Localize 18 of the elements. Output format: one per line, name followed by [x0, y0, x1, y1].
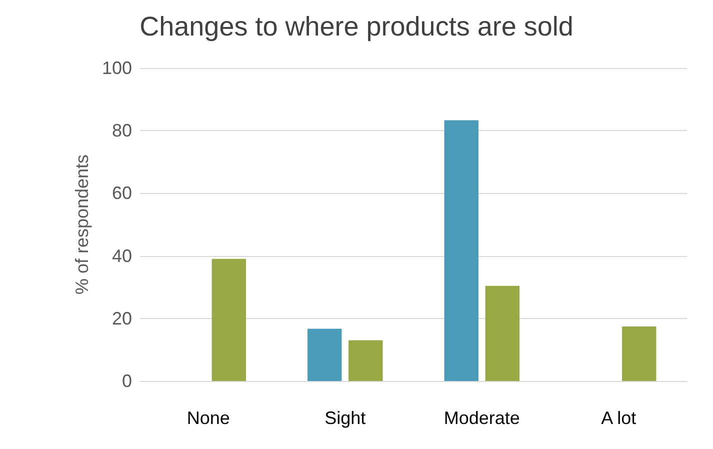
x-tick-label: Moderate	[444, 408, 520, 428]
bar	[622, 326, 656, 381]
bar	[348, 340, 383, 381]
bar	[485, 286, 520, 381]
y-tick-label: 100	[102, 58, 132, 78]
y-tick-label: 20	[112, 308, 132, 328]
y-tick-label: 0	[122, 371, 132, 391]
x-tick-label: None	[186, 408, 230, 428]
bar	[212, 258, 246, 381]
bar	[308, 328, 342, 381]
y-tick-label: 60	[112, 183, 132, 204]
y-tick-label: 40	[112, 246, 132, 266]
x-tick-label: Sight	[324, 408, 366, 428]
y-axis-title: % of respondents	[72, 154, 92, 295]
bar	[444, 120, 478, 381]
x-tick-label: A lot	[601, 408, 636, 428]
y-tick-label: 80	[112, 120, 132, 141]
chart-title: Changes to where products are sold	[140, 12, 574, 42]
